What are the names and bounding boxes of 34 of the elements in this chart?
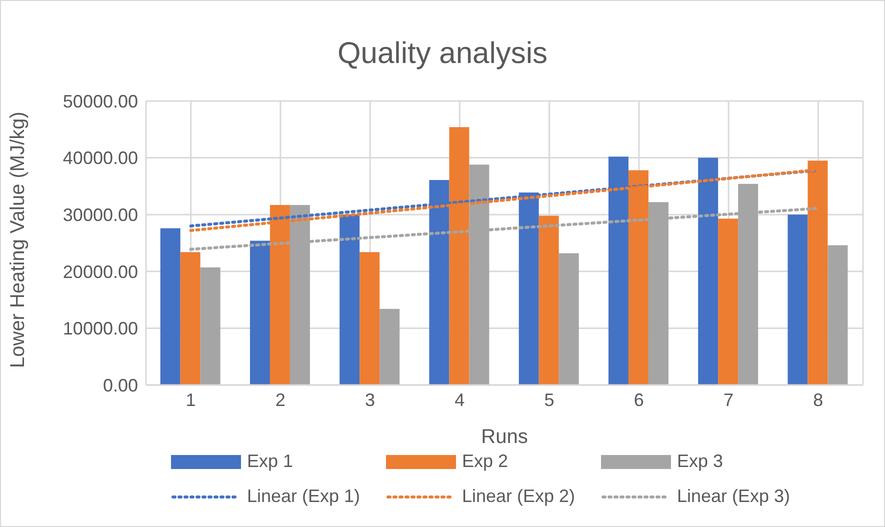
legend-label: Exp 3 — [677, 451, 724, 472]
y-tick-label: 40000.00 — [62, 148, 138, 168]
x-tick-label: 8 — [813, 390, 824, 410]
x-tick-label: 5 — [544, 390, 554, 410]
bar — [828, 245, 848, 385]
x-tick-label: 4 — [454, 390, 465, 410]
bar — [200, 267, 220, 385]
bar — [558, 253, 579, 385]
legend-label: Exp 1 — [247, 451, 294, 472]
y-tick-label: 0.00 — [102, 375, 138, 396]
legend-label: Exp 2 — [462, 451, 508, 472]
x-tick-label: 2 — [275, 390, 286, 410]
legend-label: Linear (Exp 2) — [462, 486, 576, 507]
legend-label: Linear (Exp 3) — [677, 486, 790, 507]
bar — [380, 308, 400, 385]
legend-label: Linear (Exp 1) — [247, 486, 360, 507]
x-tick-label: 1 — [186, 390, 196, 410]
x-tick-label: 6 — [634, 390, 644, 410]
y-tick-label: 20000.00 — [62, 262, 138, 282]
bar — [538, 216, 559, 385]
x-tick-label: 3 — [365, 390, 376, 410]
bar — [718, 218, 738, 385]
x-axis-title: Runs — [481, 426, 528, 448]
x-tick-label: 7 — [724, 390, 734, 410]
chart-title: Quality analysis — [336, 37, 549, 71]
bar — [360, 252, 380, 385]
bar — [788, 214, 808, 385]
y-tick-label: 50000.00 — [62, 91, 138, 112]
bar — [250, 240, 270, 385]
y-tick-label: 10000.00 — [62, 318, 138, 339]
bar — [160, 228, 180, 385]
bar — [180, 252, 200, 385]
y-axis-title: Lower Heating Value (MJ/kg) — [7, 112, 30, 368]
y-tick-label: 30000.00 — [62, 204, 138, 225]
